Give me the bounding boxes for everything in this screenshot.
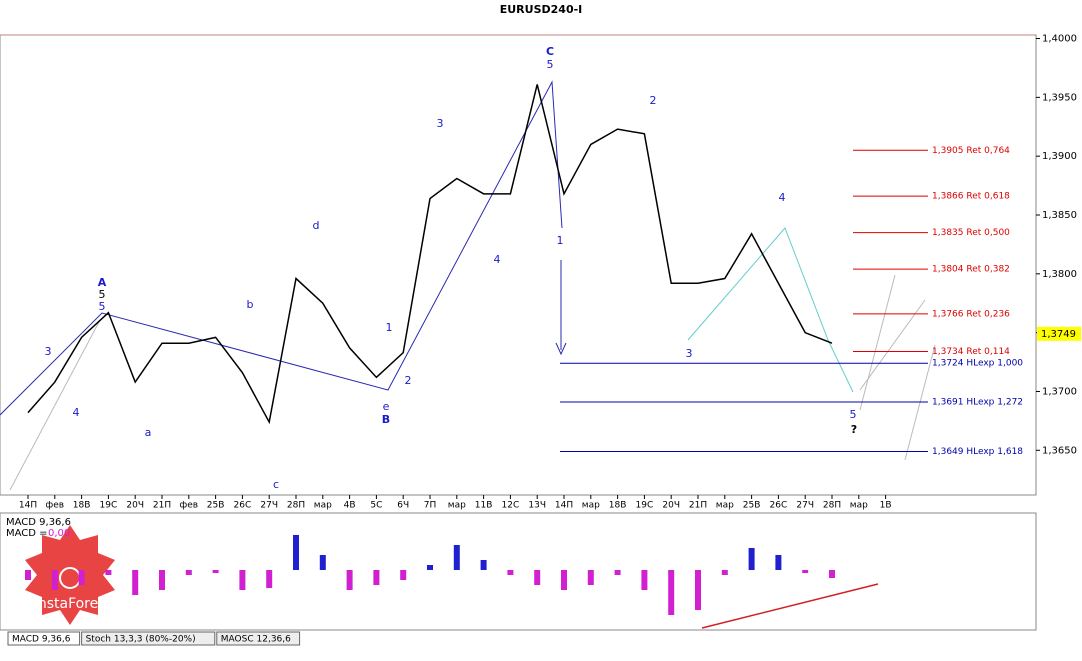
level-label: 1,3905 Ret 0,764 bbox=[932, 146, 1010, 156]
wave-label: 4 bbox=[779, 191, 786, 204]
x-tick-label: 12С bbox=[502, 501, 520, 511]
level-label: 1,3649 HLexp 1,618 bbox=[932, 447, 1023, 457]
level-label: 1,3835 Ret 0,500 bbox=[932, 228, 1010, 238]
macd-label: MACD 9,36,6 bbox=[6, 517, 71, 528]
x-tick-label: 21П bbox=[689, 501, 707, 511]
wave-label: 2 bbox=[650, 94, 657, 107]
tab-label: MACD 9,36,6 bbox=[12, 635, 71, 645]
level-label: 1,3866 Ret 0,618 bbox=[932, 192, 1010, 202]
price-line bbox=[27, 84, 833, 425]
wave-label: C bbox=[546, 45, 554, 58]
x-tick-label: 19С bbox=[100, 501, 118, 511]
wave-label: b bbox=[247, 298, 254, 311]
x-tick-label: 4В bbox=[344, 501, 356, 511]
wave-line bbox=[0, 80, 563, 416]
macd-value-label: MACD = bbox=[6, 528, 48, 539]
logo: InstaForex bbox=[25, 525, 115, 625]
x-tick-label: 27Ч bbox=[796, 501, 814, 511]
wave-label: 5 bbox=[850, 408, 857, 421]
wave-label: 4 bbox=[494, 253, 501, 266]
tab-label: MAOSC 12,36,6 bbox=[221, 635, 291, 645]
level-label: 1,3804 Ret 0,382 bbox=[932, 265, 1010, 275]
wave-line bbox=[687, 227, 854, 393]
x-tick-label: 25В bbox=[743, 501, 761, 511]
x-tick-label: 27Ч bbox=[260, 501, 278, 511]
x-tick-label: 13Ч bbox=[528, 501, 546, 511]
x-tick-label: 1В bbox=[880, 501, 892, 511]
x-tick-label: 25В bbox=[207, 501, 225, 511]
x-tick-label: 7П bbox=[424, 501, 437, 511]
x-tick-label: мар bbox=[314, 501, 332, 511]
wave-label: 1 bbox=[386, 321, 393, 334]
wave-label: d bbox=[313, 219, 320, 232]
x-tick-label: мар bbox=[582, 501, 600, 511]
wave-label: 3 bbox=[437, 117, 444, 130]
tab-label: Stoch 13,3,3 (80%-20%) bbox=[86, 635, 196, 645]
wave-label: 5 bbox=[547, 58, 554, 71]
wave-label: 5 bbox=[99, 288, 106, 301]
wave-label: ? bbox=[851, 423, 857, 436]
x-tick-label: мар bbox=[716, 501, 734, 511]
logo-text: InstaForex bbox=[34, 596, 107, 612]
x-tick-label: фев bbox=[46, 501, 65, 511]
current-price-label: 1,3749 bbox=[1041, 329, 1076, 340]
x-tick-label: 20Ч bbox=[662, 501, 680, 511]
level-label: 1,3691 HLexp 1,272 bbox=[932, 398, 1023, 408]
x-tick-label: 20Ч bbox=[126, 501, 144, 511]
x-tick-label: 19С bbox=[636, 501, 654, 511]
x-tick-label: 14П bbox=[555, 501, 573, 511]
x-tick-label: 5С bbox=[370, 501, 382, 511]
tab bbox=[81, 631, 216, 646]
wave-label: e bbox=[383, 400, 390, 413]
tab bbox=[216, 631, 301, 646]
wave-label: c bbox=[273, 478, 279, 491]
level-label: 1,3734 Ret 0,114 bbox=[932, 347, 1010, 357]
divergence-line bbox=[701, 583, 879, 629]
macd-frame bbox=[0, 512, 1037, 631]
tab bbox=[7, 631, 81, 646]
x-tick-label: 26С bbox=[770, 501, 788, 511]
wave-label: B bbox=[382, 413, 390, 426]
channel-line bbox=[859, 274, 896, 411]
x-tick-label: фев bbox=[180, 501, 199, 511]
y-tick-label: 1,3950 bbox=[1042, 92, 1077, 103]
y-tick-label: 1,3650 bbox=[1042, 445, 1077, 456]
x-tick-label: мар bbox=[850, 501, 868, 511]
chart-title: EURUSD240-I bbox=[500, 3, 583, 16]
y-tick-label: 1,3850 bbox=[1042, 210, 1077, 221]
x-tick-label: 18В bbox=[73, 501, 91, 511]
wave-label: 2 bbox=[405, 374, 412, 387]
wave-label: 3 bbox=[45, 345, 52, 358]
x-tick-label: 14П bbox=[19, 501, 37, 511]
y-tick-label: 1,3800 bbox=[1042, 269, 1077, 280]
arrow-head bbox=[555, 342, 567, 356]
x-tick-label: 21П bbox=[153, 501, 171, 511]
macd-value: 0,00 bbox=[48, 528, 70, 539]
channel-line bbox=[9, 319, 101, 491]
wave-label: 5 bbox=[99, 300, 106, 313]
current-price-box bbox=[1037, 326, 1081, 341]
x-tick-label: 6Ч bbox=[397, 501, 409, 511]
x-tick-label: 28П bbox=[823, 501, 841, 511]
wave-label: 1 bbox=[557, 234, 564, 247]
channel-line bbox=[859, 299, 926, 391]
wave-label: A bbox=[98, 276, 107, 289]
x-tick-label: 18В bbox=[609, 501, 627, 511]
y-tick-label: 1,4000 bbox=[1042, 34, 1077, 45]
x-tick-label: мар bbox=[448, 501, 466, 511]
x-tick-label: 28П bbox=[287, 501, 305, 511]
x-tick-label: 26С bbox=[234, 501, 252, 511]
level-label: 1,3724 HLexp 1,000 bbox=[932, 359, 1023, 369]
y-tick-label: 1,3900 bbox=[1042, 151, 1077, 162]
x-tick-label: 11В bbox=[475, 501, 493, 511]
level-label: 1,3766 Ret 0,236 bbox=[932, 309, 1010, 319]
wave-label: a bbox=[145, 426, 152, 439]
wave-label: 4 bbox=[73, 406, 80, 419]
y-tick-label: 1,3700 bbox=[1042, 386, 1077, 397]
wave-label: 3 bbox=[686, 347, 693, 360]
